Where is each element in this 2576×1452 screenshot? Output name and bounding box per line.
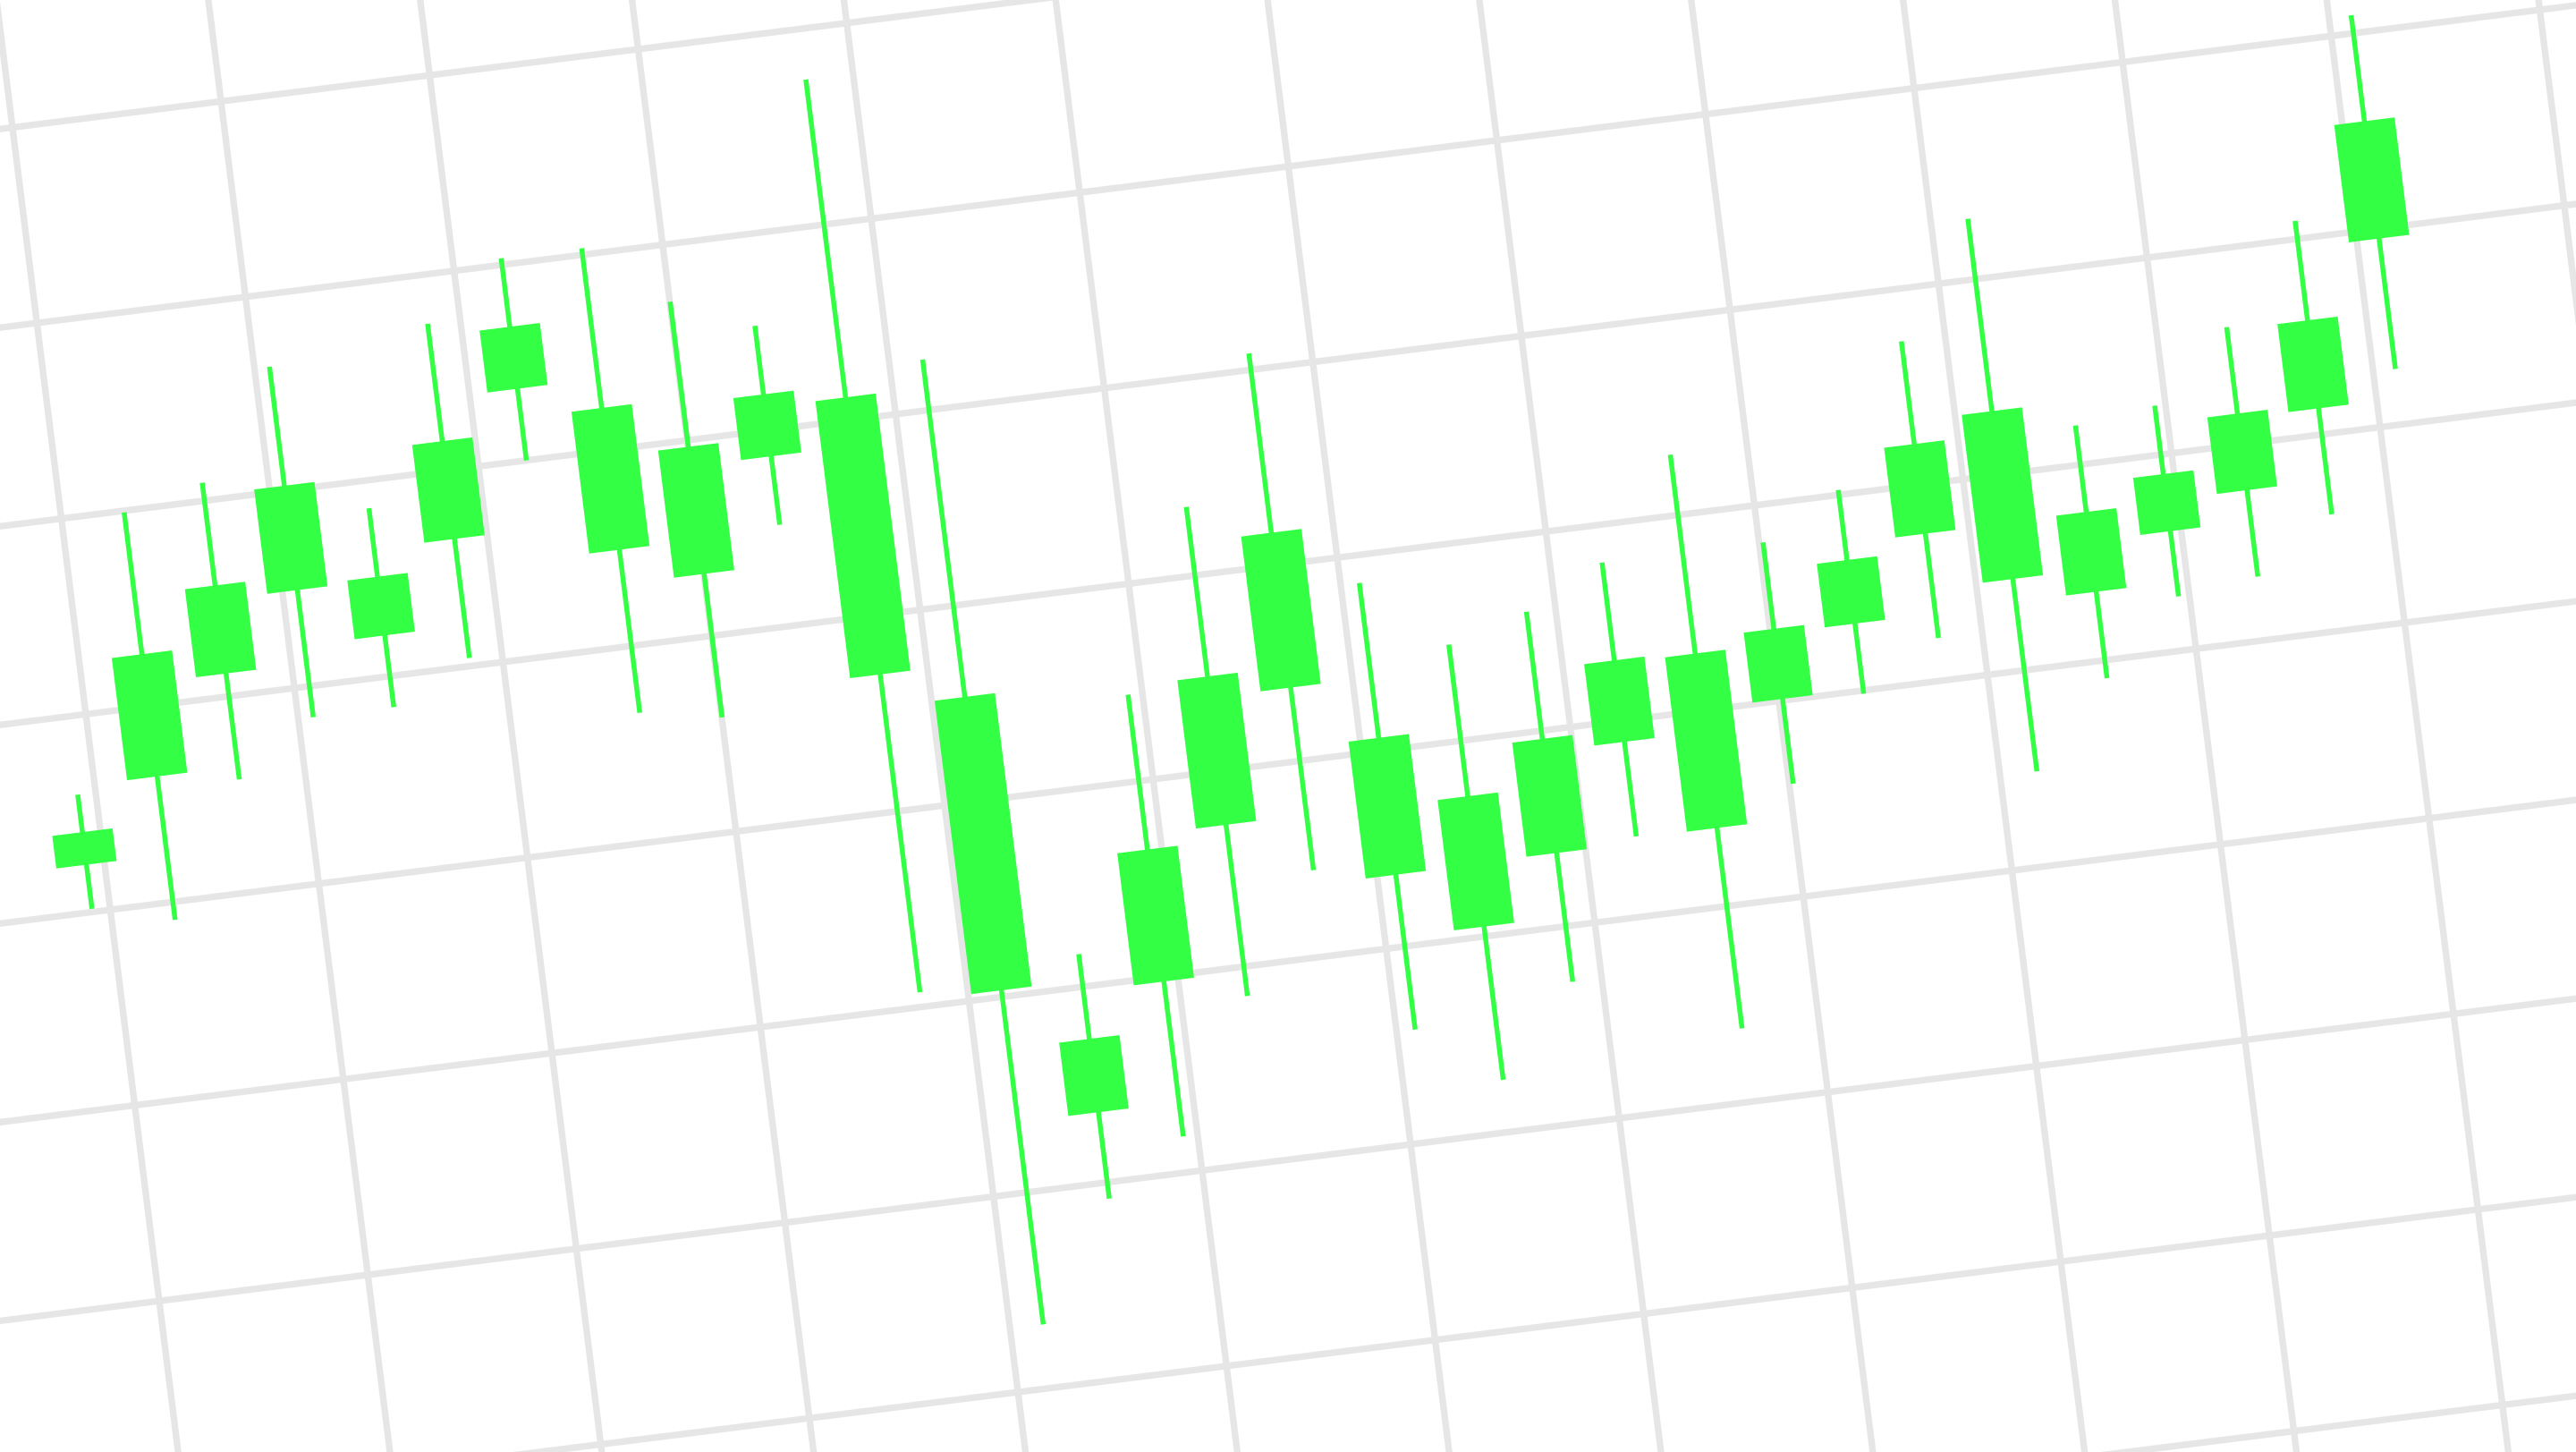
candle-body bbox=[934, 692, 1032, 995]
grid-line-vertical bbox=[994, 0, 1286, 1452]
grid-line-vertical bbox=[1202, 0, 1496, 1452]
candle-body bbox=[254, 481, 328, 594]
grid-line-vertical bbox=[1620, 0, 1912, 1452]
candle-body bbox=[1884, 440, 1956, 538]
grid-line-vertical bbox=[0, 0, 243, 1452]
candle-body bbox=[1584, 656, 1655, 746]
grid-line-vertical bbox=[785, 0, 1078, 1452]
grid-line-vertical bbox=[368, 0, 661, 1452]
candle-body bbox=[1817, 556, 1885, 628]
candle-body bbox=[1117, 845, 1194, 986]
candle-body bbox=[1241, 529, 1321, 692]
candle-body bbox=[1059, 1035, 1129, 1117]
grid-line-vertical bbox=[1411, 0, 1704, 1452]
grid-line-vertical bbox=[2037, 0, 2329, 1452]
grid-line-vertical bbox=[1828, 0, 2121, 1452]
grid-line-vertical bbox=[159, 0, 453, 1452]
candle-body bbox=[2207, 410, 2277, 495]
grid-line bbox=[0, 726, 2576, 1182]
candle-body bbox=[571, 403, 650, 554]
candle-body bbox=[2055, 507, 2127, 596]
candle-body bbox=[733, 390, 801, 461]
candle-body bbox=[184, 582, 257, 677]
grid-line bbox=[0, 0, 2576, 204]
grid-line-vertical bbox=[2245, 0, 2538, 1452]
candle-body bbox=[52, 828, 117, 869]
candle-body bbox=[2334, 117, 2410, 242]
candle-body bbox=[1665, 650, 1748, 832]
candle-body bbox=[1437, 792, 1514, 930]
grid-line bbox=[0, 0, 2576, 400]
grid-line bbox=[0, 531, 2576, 987]
candle-body bbox=[1512, 734, 1587, 857]
candle-body bbox=[1177, 672, 1257, 829]
candle-body bbox=[1962, 407, 2044, 583]
candle-body bbox=[479, 323, 548, 393]
grid-line bbox=[0, 140, 2576, 596]
candle-body bbox=[1743, 624, 1813, 703]
candle-body bbox=[815, 393, 911, 679]
candle-body bbox=[1348, 734, 1427, 879]
candle-body bbox=[111, 650, 188, 781]
grid-line bbox=[0, 1117, 2576, 1452]
grid-line bbox=[0, 921, 2576, 1378]
candle-body bbox=[2277, 316, 2349, 412]
candle-body bbox=[347, 573, 415, 640]
candle-body bbox=[657, 443, 734, 578]
grid-line-vertical bbox=[577, 0, 869, 1452]
candle-body bbox=[411, 437, 485, 543]
candle-body bbox=[2132, 470, 2201, 535]
